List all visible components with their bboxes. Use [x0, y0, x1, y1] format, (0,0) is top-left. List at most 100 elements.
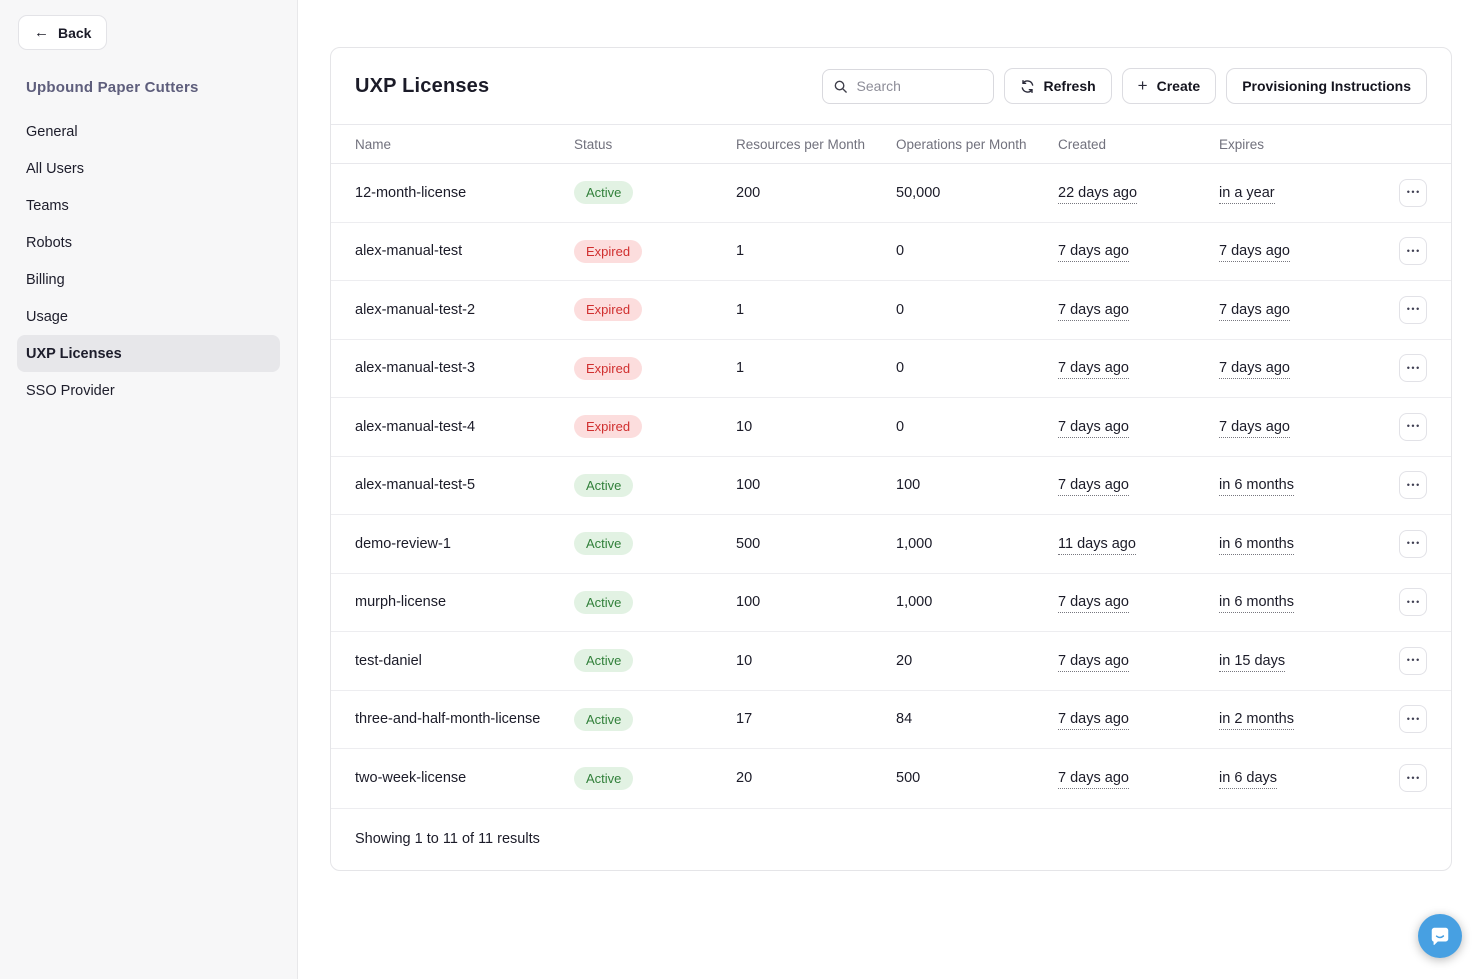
license-name: 12-month-license — [355, 184, 467, 201]
row-actions-cell: ••• — [1375, 705, 1427, 734]
status-badge: Expired — [574, 239, 643, 263]
chat-bubble-smile-icon — [1431, 927, 1449, 945]
card-header: UXP Licenses — [331, 48, 1451, 124]
license-operations-per-month: 1,000 — [896, 535, 933, 552]
row-menu-button[interactable]: ••• — [1399, 646, 1427, 675]
row-menu-button[interactable]: ••• — [1399, 529, 1427, 558]
ellipsis-icon: ••• — [1406, 245, 1421, 256]
provisioning-instructions-button[interactable]: Provisioning Instructions — [1226, 68, 1427, 104]
back-button[interactable]: ← Back — [18, 15, 108, 50]
sidebar: ← Back Upbound Paper Cutters General All … — [0, 0, 298, 979]
license-expires-cell: 7 days ago — [1219, 360, 1375, 380]
status-badge: Active — [574, 649, 634, 673]
row-actions-cell: ••• — [1375, 764, 1427, 793]
license-created-cell: 7 days ago — [1058, 243, 1219, 263]
license-operations-per-month: 0 — [896, 301, 905, 318]
row-menu-button[interactable]: ••• — [1399, 295, 1427, 324]
created-value: 11 days ago — [1058, 535, 1136, 555]
license-expires-cell: 7 days ago — [1219, 243, 1375, 263]
license-created-cell: 7 days ago — [1058, 652, 1219, 672]
table-row: 12-month-license Active 200 50,000 22 days a… — [331, 164, 1451, 223]
license-operations-per-month: 20 — [896, 652, 913, 669]
arrow-left-icon: ← — [34, 24, 49, 41]
license-created-cell: 7 days ago — [1058, 418, 1219, 438]
license-name: murph-license — [355, 594, 447, 611]
license-operations-per-month: 100 — [896, 477, 921, 494]
expires-value: in 2 months — [1219, 711, 1294, 731]
license-resources-per-month: 100 — [736, 477, 761, 494]
row-menu-button[interactable]: ••• — [1399, 412, 1427, 441]
table-row: alex-manual-test Expired 1 0 7 days ago 7 day… — [331, 223, 1451, 281]
status-badge: Expired — [574, 356, 643, 380]
license-operations-per-month: 1,000 — [896, 594, 933, 611]
license-name: alex-manual-test-5 — [355, 477, 476, 494]
expires-value: in 6 days — [1219, 770, 1278, 790]
license-name: alex-manual-test-4 — [355, 418, 476, 435]
search-input[interactable] — [821, 68, 994, 104]
table-row: three-and-half-month-license Active 17 84 7 … — [331, 691, 1451, 749]
column-header-created: Created — [1058, 136, 1107, 152]
ellipsis-icon: ••• — [1406, 362, 1421, 373]
table-row: alex-manual-test-4 Expired 10 0 7 days ago 7 … — [331, 398, 1451, 457]
row-menu-button[interactable]: ••• — [1399, 588, 1427, 617]
sidebar-item-robots[interactable]: Robots — [26, 234, 72, 251]
sidebar-item-uxp-licenses[interactable]: UXP Licenses — [17, 335, 280, 372]
row-actions-cell: ••• — [1375, 178, 1427, 207]
license-expires-cell: in 2 months — [1219, 711, 1375, 731]
column-header-expires: Expires — [1219, 136, 1265, 152]
sidebar-item-teams[interactable]: Teams — [26, 197, 69, 214]
license-operations-per-month: 0 — [896, 418, 905, 435]
column-header-resources-per-month: Resources per Month — [736, 136, 866, 152]
license-created-cell: 7 days ago — [1058, 770, 1219, 790]
status-badge: Active — [574, 707, 634, 731]
row-menu-button[interactable]: ••• — [1399, 178, 1427, 207]
status-badge: Active — [574, 473, 634, 497]
license-operations-per-month: 50,000 — [896, 184, 941, 201]
sidebar-item-general[interactable]: General — [26, 123, 78, 140]
license-resources-per-month: 1 — [736, 243, 745, 260]
table-row: test-daniel Active 10 20 7 days ago in 15 day… — [331, 632, 1451, 691]
license-status-cell: Active — [574, 649, 736, 673]
sidebar-item-all-users[interactable]: All Users — [26, 160, 85, 177]
back-button-label: Back — [58, 24, 92, 41]
search-wrap — [821, 68, 994, 104]
sidebar-item-usage[interactable]: Usage — [26, 308, 68, 325]
license-expires-cell: in a year — [1219, 184, 1375, 204]
provisioning-instructions-label: Provisioning Instructions — [1242, 78, 1411, 94]
row-actions-cell: ••• — [1375, 354, 1427, 383]
expires-value: in a year — [1219, 184, 1275, 204]
license-expires-cell: in 6 months — [1219, 477, 1375, 497]
expires-value: 7 days ago — [1219, 360, 1290, 380]
chat-widget-button[interactable] — [1418, 914, 1462, 958]
license-created-cell: 7 days ago — [1058, 360, 1219, 380]
row-menu-button[interactable]: ••• — [1399, 764, 1427, 793]
license-resources-per-month: 10 — [736, 418, 753, 435]
expires-value: in 6 months — [1219, 535, 1294, 555]
license-status-cell: Active — [574, 181, 736, 205]
row-menu-button[interactable]: ••• — [1399, 237, 1427, 266]
create-button[interactable]: + Create — [1121, 68, 1217, 104]
ellipsis-icon: ••• — [1406, 772, 1421, 783]
status-badge: Active — [574, 181, 634, 205]
column-header-name: Name — [355, 136, 392, 152]
refresh-button[interactable]: Refresh — [1003, 68, 1112, 104]
license-created-cell: 22 days ago — [1058, 184, 1219, 204]
row-menu-button[interactable]: ••• — [1399, 705, 1427, 734]
license-expires-cell: in 6 days — [1219, 770, 1375, 790]
created-value: 7 days ago — [1058, 243, 1129, 263]
license-operations-per-month: 0 — [896, 360, 905, 377]
expires-value: in 15 days — [1219, 652, 1286, 672]
row-menu-button[interactable]: ••• — [1399, 471, 1427, 500]
main-content: UXP Licenses — [298, 47, 1484, 871]
sidebar-item-billing[interactable]: Billing — [26, 271, 65, 288]
sidebar-item-sso-provider[interactable]: SSO Provider — [26, 382, 115, 399]
ellipsis-icon: ••• — [1406, 655, 1421, 666]
row-actions-cell: ••• — [1375, 529, 1427, 558]
license-name: three-and-half-month-license — [355, 711, 541, 728]
table-header-row: Name Status Resources per Month Operations … — [331, 124, 1451, 164]
status-badge: Expired — [574, 298, 643, 322]
ellipsis-icon: ••• — [1406, 187, 1421, 198]
row-menu-button[interactable]: ••• — [1399, 354, 1427, 383]
table-row: demo-review-1 Active 500 1,000 11 days ago in… — [331, 515, 1451, 574]
table-body: 12-month-license Active 20 0 50,000 22 days a… — [331, 164, 1451, 808]
